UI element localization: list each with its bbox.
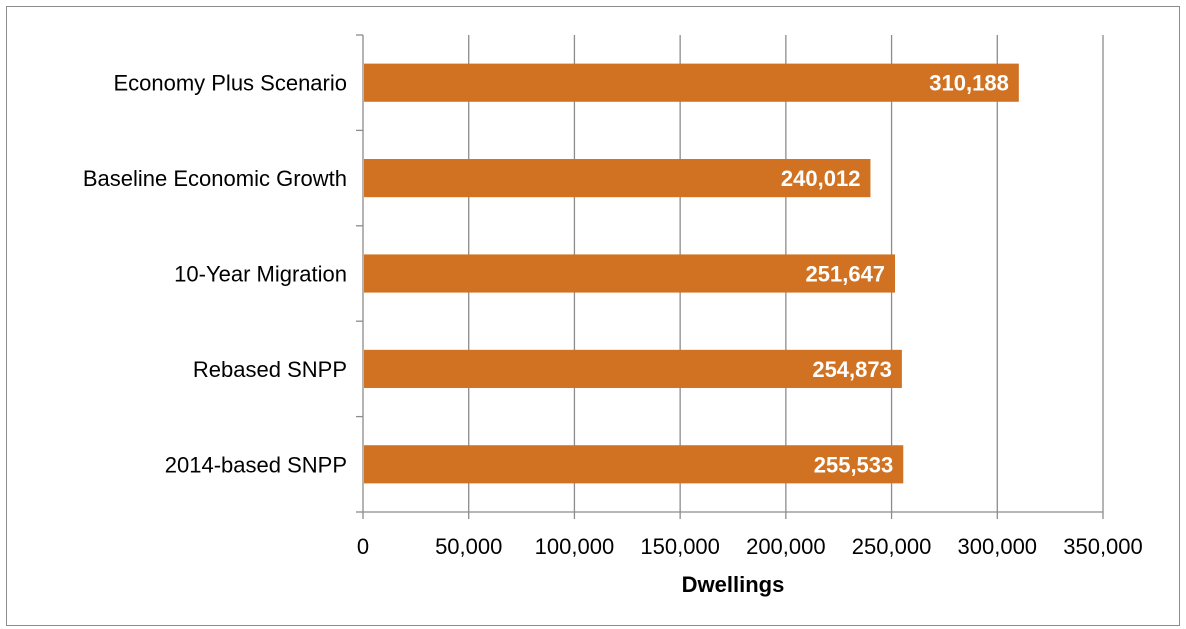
- x-tick-label: 350,000: [1063, 534, 1143, 559]
- x-tick-label: 300,000: [958, 534, 1038, 559]
- labels: 0 50,000 100,000 150,000 200,000 250,000 300,0…: [83, 71, 1143, 559]
- chart-frame: 0 50,000 100,000 150,000 200,000 250,000 300,0…: [6, 6, 1180, 626]
- x-tick-label: 0: [357, 534, 369, 559]
- bar: [364, 349, 902, 388]
- axes: [356, 34, 1104, 519]
- x-tick-label: 200,000: [746, 534, 826, 559]
- x-tick-label: 50,000: [435, 534, 502, 559]
- x-tick-label: 250,000: [852, 534, 932, 559]
- bar: [364, 159, 871, 198]
- data-label: 255,533: [814, 452, 894, 477]
- x-axis-title: Dwellings: [682, 572, 785, 597]
- x-tick-label: 150,000: [640, 534, 720, 559]
- x-tick-label: 100,000: [535, 534, 615, 559]
- category-label: Rebased SNPP: [193, 357, 347, 382]
- bar-chart: 0 50,000 100,000 150,000 200,000 250,000 300,0…: [83, 34, 1143, 597]
- category-label: Economy Plus Scenario: [113, 71, 347, 96]
- data-label: 240,012: [781, 166, 861, 191]
- bars: [364, 63, 1019, 484]
- category-label: Baseline Economic Growth: [83, 166, 347, 191]
- data-label: 254,873: [812, 357, 892, 382]
- bar: [364, 254, 896, 293]
- data-label: 251,647: [806, 262, 886, 287]
- data-label: 310,188: [929, 71, 1009, 96]
- category-label: 10-Year Migration: [174, 262, 347, 287]
- bar: [364, 445, 904, 484]
- bar: [364, 63, 1019, 102]
- category-label: 2014-based SNPP: [165, 452, 347, 477]
